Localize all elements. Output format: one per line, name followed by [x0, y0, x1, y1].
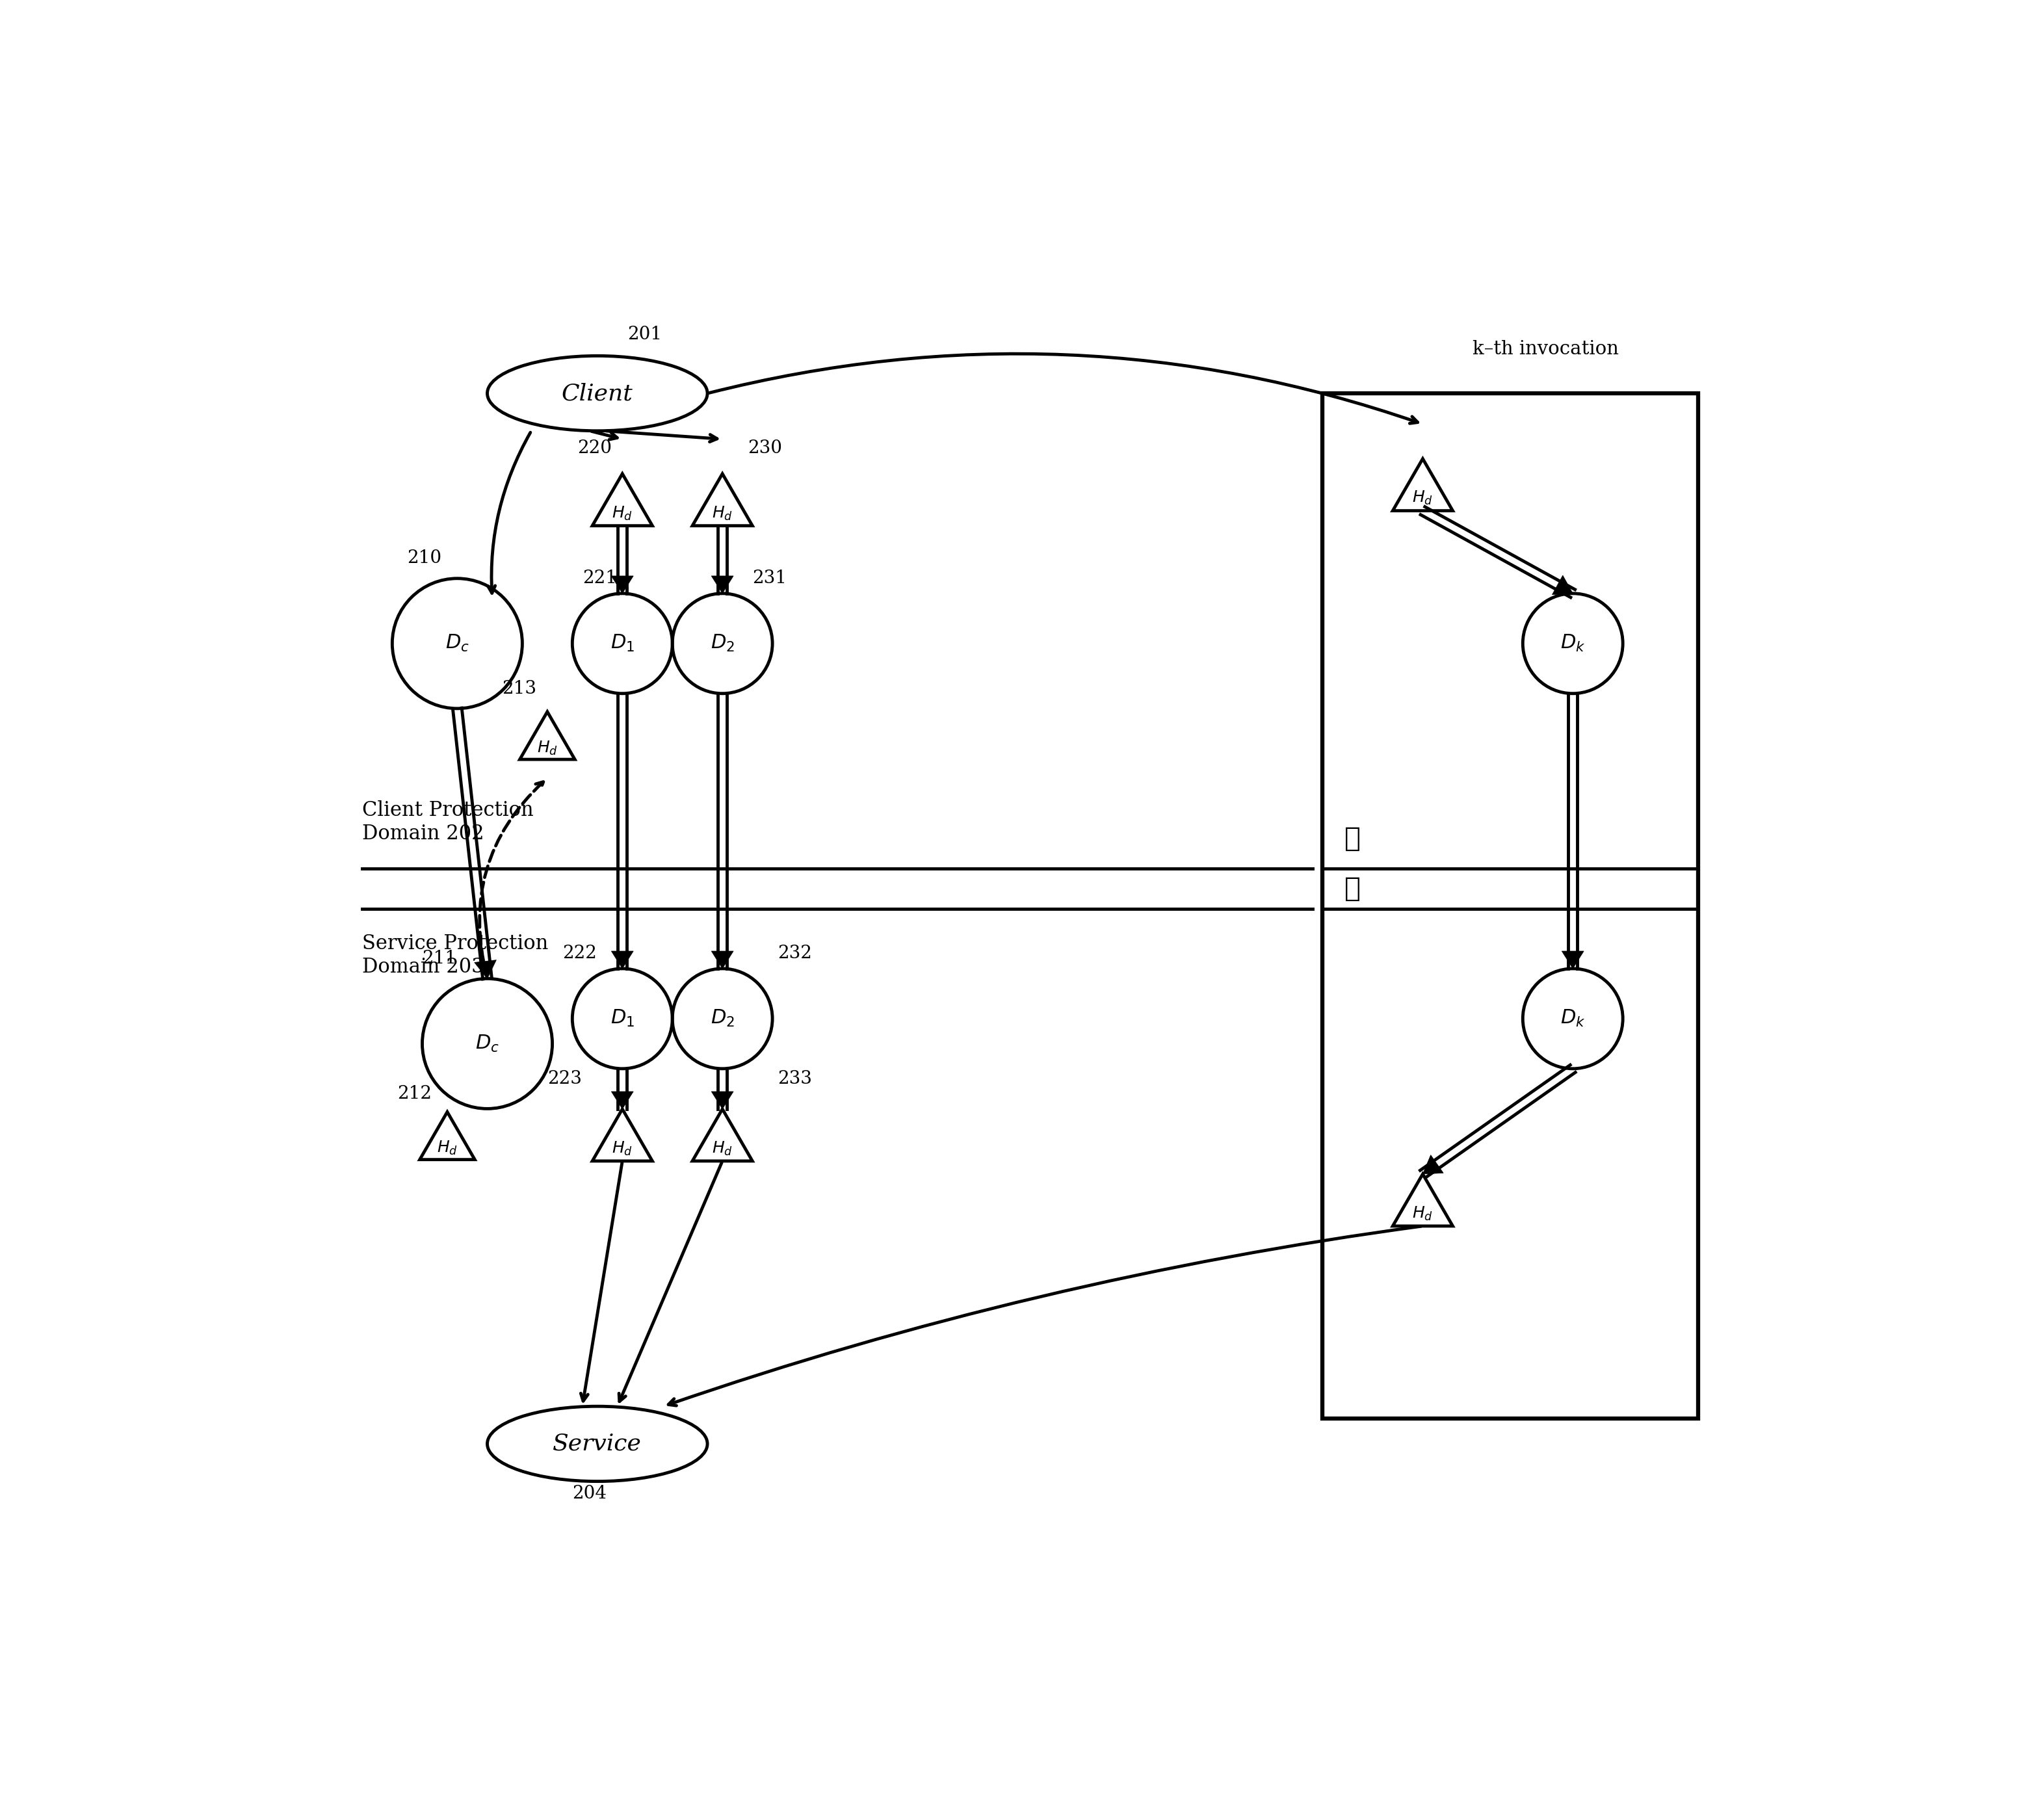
- Text: $H_{d}$: $H_{d}$: [711, 504, 734, 522]
- Polygon shape: [1562, 951, 1584, 968]
- Text: $H_{d}$: $H_{d}$: [437, 1139, 458, 1157]
- Polygon shape: [711, 951, 734, 968]
- Text: $D_{2}$: $D_{2}$: [711, 633, 734, 653]
- Text: $H_{d}$: $H_{d}$: [711, 1141, 734, 1157]
- Text: ⋯: ⋯: [1345, 824, 1361, 853]
- Text: k–th invocation: k–th invocation: [1474, 340, 1619, 358]
- Text: $D_{k}$: $D_{k}$: [1560, 633, 1586, 653]
- Polygon shape: [611, 951, 634, 968]
- Polygon shape: [611, 1091, 634, 1110]
- Text: Service Protection
Domain 203: Service Protection Domain 203: [362, 933, 548, 977]
- Text: 230: 230: [748, 440, 783, 457]
- Text: 220: 220: [576, 440, 611, 457]
- Text: 231: 231: [752, 569, 787, 588]
- Polygon shape: [611, 577, 634, 593]
- Bar: [1322, 393, 1699, 1419]
- Text: $H_{d}$: $H_{d}$: [538, 739, 558, 757]
- Text: $D_{1}$: $D_{1}$: [611, 633, 634, 653]
- Polygon shape: [1551, 575, 1572, 595]
- Text: 222: 222: [562, 944, 597, 962]
- Polygon shape: [711, 577, 734, 593]
- Text: Client: Client: [562, 382, 634, 404]
- Polygon shape: [1423, 1155, 1443, 1173]
- Text: 201: 201: [628, 326, 662, 344]
- Text: $H_{d}$: $H_{d}$: [1412, 1204, 1433, 1222]
- Text: ⋯: ⋯: [1345, 875, 1361, 902]
- Polygon shape: [474, 960, 497, 979]
- Text: $H_{d}$: $H_{d}$: [611, 1141, 634, 1157]
- Text: $D_{k}$: $D_{k}$: [1560, 1008, 1586, 1030]
- Text: Service: Service: [552, 1433, 642, 1455]
- Text: 233: 233: [777, 1070, 811, 1088]
- Text: $H_{d}$: $H_{d}$: [1412, 489, 1433, 508]
- Text: $D_{1}$: $D_{1}$: [611, 1008, 634, 1030]
- Text: 211: 211: [423, 950, 456, 968]
- Polygon shape: [711, 1091, 734, 1110]
- Text: $D_{2}$: $D_{2}$: [711, 1008, 734, 1030]
- Text: 212: 212: [397, 1084, 431, 1102]
- Text: 221: 221: [583, 569, 617, 588]
- Text: $H_{d}$: $H_{d}$: [611, 504, 634, 522]
- Text: 232: 232: [777, 944, 811, 962]
- Text: 204: 204: [572, 1484, 607, 1502]
- Text: $D_{c}$: $D_{c}$: [476, 1033, 499, 1053]
- Text: $D_{c}$: $D_{c}$: [446, 633, 470, 653]
- Text: Client Protection
Domain 202: Client Protection Domain 202: [362, 800, 533, 844]
- Text: 213: 213: [503, 680, 538, 697]
- Text: 210: 210: [407, 549, 442, 568]
- Text: 223: 223: [548, 1070, 583, 1088]
